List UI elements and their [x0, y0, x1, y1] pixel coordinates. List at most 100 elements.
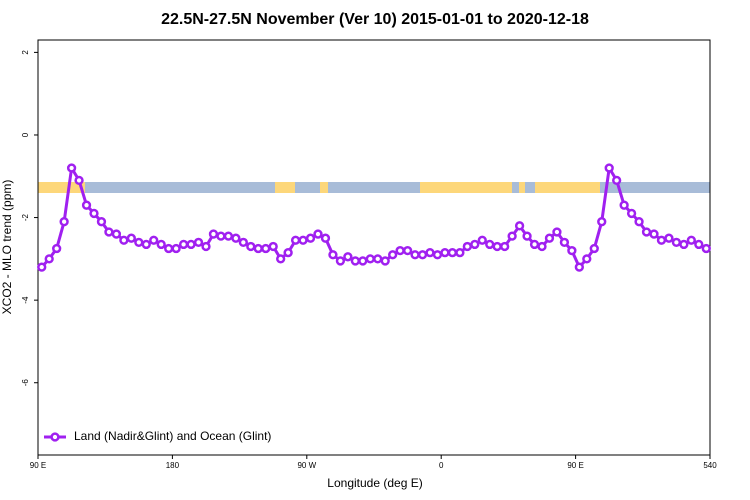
data-point — [425, 248, 435, 258]
data-point — [268, 241, 278, 252]
data-point — [231, 233, 241, 243]
data-point — [373, 254, 383, 264]
legend-label: Land (Nadir&Glint) and Ocean (Glint) — [74, 429, 271, 443]
data-point — [81, 200, 92, 210]
data-point — [612, 175, 622, 186]
data-point — [455, 248, 465, 258]
data-point — [656, 235, 667, 245]
data-point — [440, 248, 450, 258]
data-point — [701, 243, 711, 254]
chart-title: 22.5N-27.5N November (Ver 10) 2015-01-01… — [161, 11, 589, 28]
data-point — [104, 227, 114, 237]
data-point — [253, 243, 263, 254]
data-point — [626, 208, 637, 219]
data-point — [529, 239, 540, 250]
data-point — [686, 235, 696, 245]
data-point — [238, 237, 248, 247]
data-point — [649, 229, 659, 239]
data-point — [641, 227, 652, 237]
data-point — [604, 163, 614, 173]
data-point — [358, 256, 368, 266]
data-point — [261, 243, 271, 254]
data-point — [664, 233, 674, 243]
data-point — [246, 241, 256, 252]
data-point — [74, 175, 84, 186]
x-axis-label: Longitude (deg E) — [327, 476, 422, 490]
data-point — [507, 231, 517, 241]
data-point — [365, 254, 375, 264]
legend-marker — [50, 432, 60, 442]
data-point — [380, 256, 390, 266]
data-point — [37, 262, 47, 272]
data-point — [410, 250, 420, 260]
data-point — [582, 254, 592, 264]
data-point — [470, 239, 480, 250]
y-tick-label: -4 — [21, 296, 30, 304]
y-tick-label: -2 — [21, 213, 30, 221]
data-point — [283, 248, 293, 258]
data-point — [574, 262, 584, 272]
data-point — [59, 217, 69, 227]
data-point — [164, 243, 174, 254]
data-point — [208, 229, 219, 239]
x-tick-label: 540 — [703, 461, 717, 470]
data-point — [89, 208, 99, 219]
data-point — [485, 239, 495, 250]
data-point — [119, 235, 129, 245]
x-tick-label: 90 E — [30, 461, 46, 470]
data-point — [492, 241, 502, 252]
x-tick-label: 180 — [166, 461, 180, 470]
x-tick-label: 90 E — [567, 461, 583, 470]
data-point — [619, 200, 629, 210]
data-point — [500, 241, 510, 252]
x-tick-label: 90 W — [297, 461, 316, 470]
data-point — [156, 239, 166, 250]
data-point — [290, 235, 301, 245]
y-tick-label: -6 — [21, 379, 30, 387]
data-point — [149, 235, 159, 245]
data-point — [402, 245, 413, 256]
data-point — [216, 231, 226, 241]
data-point — [597, 217, 607, 227]
data-point — [544, 233, 555, 243]
data-point — [589, 243, 599, 254]
data-point — [44, 254, 54, 264]
data-point — [514, 221, 525, 231]
data-point — [134, 237, 144, 247]
data-point — [634, 217, 644, 227]
data-point — [320, 233, 331, 243]
data-point — [559, 237, 570, 247]
data-point — [328, 250, 338, 260]
data-point — [335, 256, 346, 266]
data-point — [171, 243, 181, 254]
data-point — [679, 239, 689, 250]
y-axis-label: XCO2 - MLO trend (ppm) — [0, 180, 14, 315]
data-point — [552, 227, 562, 237]
data-point — [186, 239, 196, 250]
data-point — [276, 254, 286, 264]
data-point — [567, 245, 577, 256]
data-point — [447, 248, 458, 258]
data-point — [298, 235, 308, 245]
data-point — [537, 241, 547, 252]
data-point — [395, 245, 405, 256]
data-point — [462, 241, 472, 252]
data-point — [694, 239, 704, 250]
data-point — [52, 243, 62, 254]
plot-frame — [37, 39, 711, 456]
data-point — [477, 235, 487, 245]
data-point — [66, 163, 77, 173]
x-tick-label: 0 — [439, 461, 444, 470]
data-point — [350, 256, 360, 266]
data-point — [432, 250, 443, 260]
data-point — [111, 229, 122, 239]
data-point — [223, 231, 234, 241]
y-tick-label: 0 — [21, 132, 30, 137]
data-point — [305, 233, 316, 243]
data-point — [313, 229, 323, 239]
land-ocean-strip — [38, 182, 710, 193]
data-point — [388, 250, 398, 260]
data-point — [671, 237, 682, 247]
data-point — [193, 237, 204, 247]
